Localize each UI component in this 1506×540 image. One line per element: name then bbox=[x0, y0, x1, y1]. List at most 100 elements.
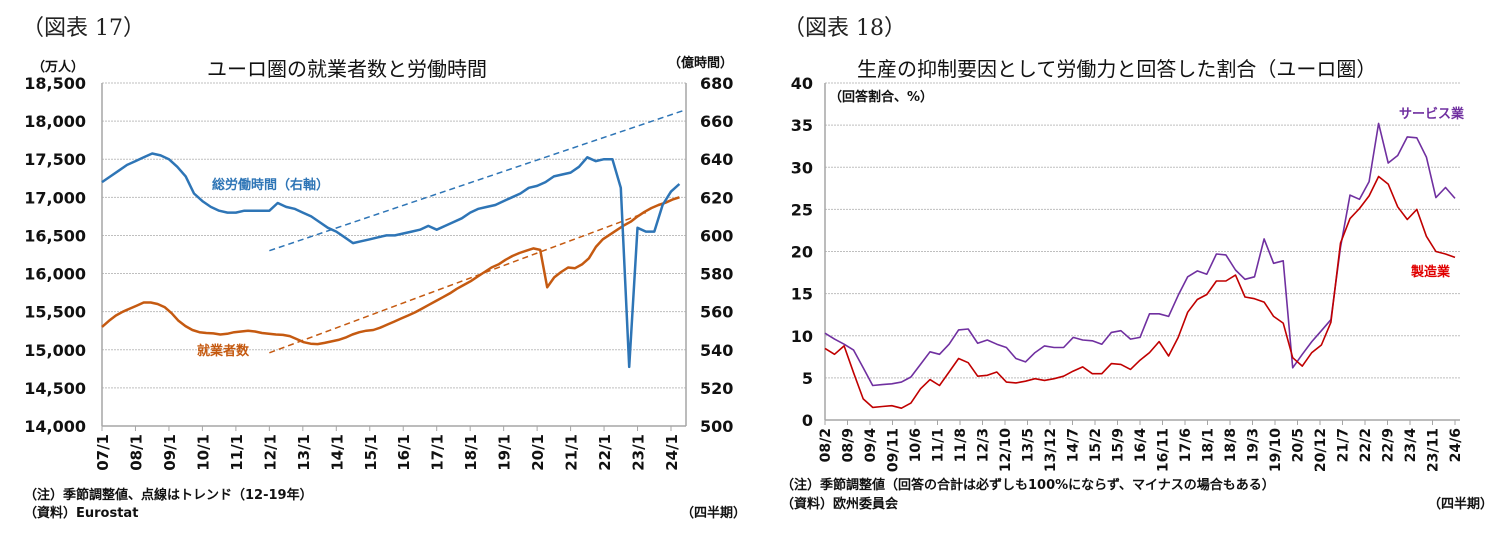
x-tick-label: 11/1 bbox=[931, 428, 947, 462]
y-tick-label: 5 bbox=[802, 369, 813, 388]
y2-tick-label: 540 bbox=[700, 341, 733, 360]
x-tick-label: 16/4 bbox=[1133, 428, 1149, 463]
y-tick-label: 15 bbox=[791, 285, 813, 304]
y-tick-label: 15,000 bbox=[24, 341, 86, 360]
y-tick-label: 10 bbox=[791, 327, 813, 346]
x-tick-label: 17/6 bbox=[1178, 428, 1194, 462]
x-tick-label: 10/1 bbox=[194, 434, 212, 470]
right-source: （資料）欧州委員会 bbox=[781, 497, 899, 512]
y2-tick-label: 580 bbox=[700, 265, 733, 284]
y2-tick-label: 660 bbox=[700, 112, 733, 131]
x-tick-label: 08/1 bbox=[127, 434, 145, 470]
x-tick-label: 20/1 bbox=[529, 434, 547, 470]
x-tick-label: 20/5 bbox=[1291, 428, 1307, 462]
y-tick-label: 15,500 bbox=[24, 303, 86, 322]
x-tick-label: 24/1 bbox=[663, 434, 681, 470]
y2-tick-label: 560 bbox=[700, 303, 733, 322]
x-tick-label: 08/9 bbox=[841, 428, 857, 462]
figure-18-label: （図表 18） bbox=[783, 16, 906, 41]
x-tick-label: 18/1 bbox=[1201, 428, 1217, 462]
y-tick-label: 30 bbox=[791, 158, 813, 177]
manufacturing-line bbox=[824, 175, 1456, 410]
x-tick-label: 18/1 bbox=[462, 434, 480, 470]
right-chart-title: 生産の抑制要因として労働力と回答した割合（ユーロ圏） bbox=[857, 57, 1377, 81]
y-tick-label: 17,500 bbox=[24, 150, 86, 169]
x-tick-label: 23/1 bbox=[630, 434, 648, 470]
y2-tick-label: 680 bbox=[700, 74, 733, 93]
y-tick-label: 35 bbox=[791, 116, 813, 135]
y-tick-label: 18,000 bbox=[24, 112, 86, 131]
employment-line bbox=[101, 196, 680, 346]
right-period-label: （四半期） bbox=[1428, 497, 1494, 512]
x-tick-label: 20/12 bbox=[1313, 428, 1329, 472]
x-tick-label: 21/1 bbox=[563, 434, 581, 470]
x-tick-label: 21/7 bbox=[1336, 428, 1352, 462]
x-tick-label: 13/1 bbox=[295, 434, 313, 470]
x-tick-label: 14/7 bbox=[1066, 428, 1082, 462]
right-note: （注）季節調整値（回答の合計は必ずしも100%にならず、マイナスの場合もある） bbox=[781, 478, 1275, 493]
labor-constraint-chart: 40 35 30 25 20 15 10 5 0 08/2 08/9 09/4 09/11 10/6 11… bbox=[791, 74, 1465, 472]
y-tick-label: 17,000 bbox=[24, 188, 86, 207]
y2-tick-label: 600 bbox=[700, 226, 733, 245]
y2-tick-label: 620 bbox=[700, 188, 733, 207]
hours-trend-line bbox=[269, 108, 687, 252]
hours-line bbox=[101, 152, 681, 369]
y-tick-label: 40 bbox=[791, 74, 813, 93]
x-tick-label: 17/1 bbox=[429, 434, 447, 470]
right-axis-unit: （億時間） bbox=[668, 56, 734, 71]
x-tick-label: 13/12 bbox=[1043, 428, 1059, 472]
y-tick-label: 25 bbox=[791, 200, 813, 219]
x-tick-label: 15/1 bbox=[362, 434, 380, 470]
x-tick-label: 14/1 bbox=[328, 434, 346, 470]
x-tick-label: 16/1 bbox=[395, 434, 413, 470]
x-tick-label: 16/11 bbox=[1156, 428, 1172, 472]
x-tick-label: 22/1 bbox=[596, 434, 614, 470]
x-tick-label: 19/10 bbox=[1268, 428, 1284, 472]
employment-trend-line bbox=[269, 211, 647, 354]
figure-17-label: （図表 17） bbox=[22, 16, 145, 41]
employment-series-label: 就業者数 bbox=[197, 343, 250, 359]
y-tick-label: 18,500 bbox=[24, 74, 86, 93]
y-tick-label: 0 bbox=[802, 411, 813, 430]
left-chart-title: ユーロ圏の就業者数と労働時間 bbox=[207, 57, 487, 81]
manufacturing-series-label: 製造業 bbox=[1410, 264, 1451, 280]
services-line bbox=[824, 122, 1456, 387]
x-tick-label: 11/1 bbox=[228, 434, 246, 470]
left-axis-unit: （万人） bbox=[32, 60, 85, 75]
x-tick-label: 23/4 bbox=[1403, 428, 1419, 463]
y-tick-label: 20 bbox=[791, 243, 813, 262]
y2-tick-label: 640 bbox=[700, 150, 733, 169]
x-tick-label: 19/1 bbox=[496, 434, 514, 470]
x-tick-label: 07/1 bbox=[94, 434, 112, 470]
x-tick-label: 10/6 bbox=[908, 428, 924, 462]
x-tick-label: 12/3 bbox=[976, 428, 992, 462]
y-tick-label: 16,500 bbox=[24, 226, 86, 245]
x-tick-label: 22/9 bbox=[1381, 428, 1397, 462]
y-tick-label: 14,000 bbox=[24, 417, 86, 436]
x-tick-label: 13/5 bbox=[1021, 428, 1037, 462]
hours-series-label: 総労働時間（右軸） bbox=[212, 177, 329, 193]
x-tick-label: 12/10 bbox=[998, 428, 1014, 472]
left-period-label: （四半期） bbox=[681, 506, 747, 521]
x-tick-label: 09/1 bbox=[161, 434, 179, 470]
y-tick-label: 14,500 bbox=[24, 379, 86, 398]
x-tick-label: 15/2 bbox=[1088, 428, 1104, 462]
y-tick-label: 16,000 bbox=[24, 265, 86, 284]
x-tick-label: 09/11 bbox=[886, 428, 902, 472]
services-series-label: サービス業 bbox=[1399, 106, 1465, 122]
employment-hours-chart: 18,500 18,000 17,500 17,000 16,500 16,000 15,5… bbox=[24, 74, 733, 470]
left-note: （注）季節調整値、点線はトレンド（12-19年） bbox=[24, 488, 313, 503]
y2-tick-label: 500 bbox=[700, 417, 733, 436]
right-chart-unit: （回答割合、%） bbox=[829, 90, 934, 105]
x-tick-label: 12/1 bbox=[261, 434, 279, 470]
x-tick-label: 19/3 bbox=[1246, 428, 1262, 462]
x-tick-label: 23/11 bbox=[1426, 428, 1442, 472]
x-tick-label: 08/2 bbox=[818, 428, 834, 462]
x-tick-label: 18/8 bbox=[1223, 428, 1239, 462]
x-tick-label: 22/2 bbox=[1358, 428, 1374, 462]
x-tick-label: 11/8 bbox=[953, 428, 969, 462]
y2-tick-label: 520 bbox=[700, 379, 733, 398]
x-tick-label: 24/6 bbox=[1448, 428, 1464, 462]
x-tick-label: 15/9 bbox=[1111, 428, 1127, 462]
left-source: （資料）Eurostat bbox=[24, 506, 139, 521]
